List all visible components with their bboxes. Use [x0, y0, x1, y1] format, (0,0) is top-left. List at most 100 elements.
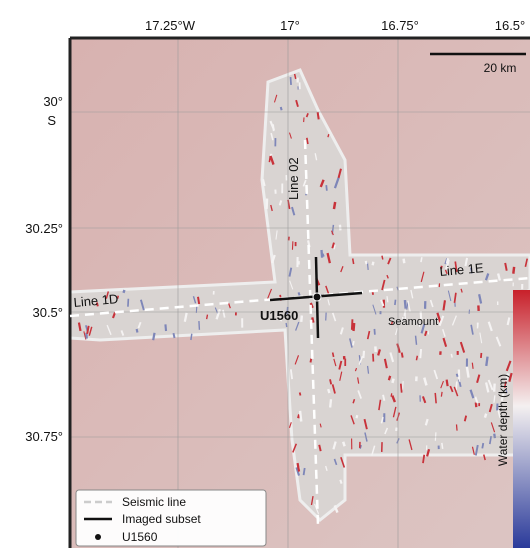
- texture: [494, 384, 495, 392]
- texture: [79, 323, 81, 331]
- texture: [403, 381, 404, 389]
- texture: [366, 261, 367, 264]
- texture: [352, 319, 353, 329]
- texture: [387, 296, 388, 302]
- texture: [467, 367, 469, 378]
- texture: [486, 357, 487, 366]
- left-label: 30.25°: [25, 221, 63, 236]
- scale-label: 20 km: [484, 61, 517, 75]
- texture: [207, 315, 208, 320]
- texture: [326, 185, 327, 191]
- texture: [191, 334, 192, 340]
- texture: [353, 341, 354, 345]
- top-label: 17°: [280, 18, 300, 33]
- texture: [328, 389, 329, 393]
- texture: [451, 354, 452, 358]
- texture: [300, 393, 301, 396]
- texture: [291, 369, 292, 379]
- texture: [123, 290, 124, 293]
- texture: [420, 349, 421, 358]
- left-label: 30.5°: [32, 305, 63, 320]
- texture: [328, 134, 329, 137]
- texture: [307, 138, 308, 144]
- texture: [402, 353, 403, 358]
- texture: [482, 443, 483, 448]
- texture: [356, 415, 357, 418]
- texture: [286, 323, 287, 327]
- texture: [273, 124, 274, 131]
- texture: [472, 363, 473, 369]
- texture: [457, 424, 458, 430]
- texture: [300, 411, 301, 422]
- texture: [513, 267, 514, 274]
- texture: [298, 414, 299, 418]
- texture: [334, 202, 335, 209]
- texture: [494, 395, 495, 402]
- site-marker: [313, 293, 321, 301]
- line-label: Line 02: [286, 157, 301, 200]
- texture: [318, 112, 319, 119]
- legend-label: Seismic line: [122, 495, 186, 509]
- left-label: S: [47, 113, 56, 128]
- texture: [389, 376, 390, 380]
- texture: [405, 300, 406, 309]
- texture: [383, 395, 384, 401]
- texture: [298, 292, 299, 295]
- texture: [435, 432, 436, 441]
- top-label: 16.75°: [381, 18, 419, 33]
- texture: [382, 256, 383, 260]
- texture: [363, 351, 364, 358]
- texture: [333, 352, 334, 356]
- texture: [401, 384, 402, 393]
- texture: [298, 463, 300, 472]
- texture: [443, 300, 444, 310]
- texture: [340, 480, 341, 484]
- texture: [457, 374, 458, 377]
- left-label: 30°: [43, 94, 63, 109]
- texture: [322, 254, 323, 257]
- site-label: U1560: [260, 308, 298, 323]
- texture: [447, 380, 448, 387]
- texture: [391, 393, 392, 396]
- texture: [322, 250, 323, 258]
- map-figure: Water depth (km) 20 km 17.25°W 17° 16.75…: [0, 0, 530, 548]
- texture: [485, 414, 486, 418]
- texture: [441, 392, 442, 397]
- texture: [494, 434, 495, 438]
- colorbar-label: Water depth (km): [496, 374, 510, 466]
- texture: [373, 262, 374, 266]
- texture: [435, 393, 436, 403]
- texture: [404, 259, 405, 264]
- texture: [395, 300, 396, 305]
- texture: [456, 382, 457, 390]
- texture: [343, 442, 344, 446]
- texture: [442, 443, 443, 449]
- left-label: 30.75°: [25, 429, 63, 444]
- legend-label: U1560: [122, 530, 158, 544]
- texture: [330, 399, 331, 407]
- texture: [304, 468, 305, 475]
- texture: [301, 315, 302, 321]
- texture: [312, 317, 313, 322]
- texture: [423, 455, 424, 463]
- texture: [173, 333, 174, 338]
- texture: [311, 359, 312, 363]
- texture: [416, 336, 417, 345]
- texture: [198, 297, 199, 304]
- texture: [416, 356, 417, 361]
- texture: [392, 379, 393, 383]
- legend-label: Imaged subset: [122, 512, 201, 526]
- texture: [353, 259, 354, 264]
- top-label: 16.5°: [495, 18, 526, 33]
- texture: [330, 379, 331, 384]
- texture: [428, 331, 429, 335]
- texture: [367, 263, 368, 270]
- texture: [396, 428, 397, 431]
- texture: [137, 329, 138, 333]
- colorbar: [513, 290, 530, 548]
- texture: [165, 324, 166, 331]
- texture: [421, 257, 422, 262]
- texture: [269, 156, 270, 162]
- legend: Seismic line Imaged subset U1560: [76, 490, 266, 546]
- top-label: 17.25°W: [145, 18, 196, 33]
